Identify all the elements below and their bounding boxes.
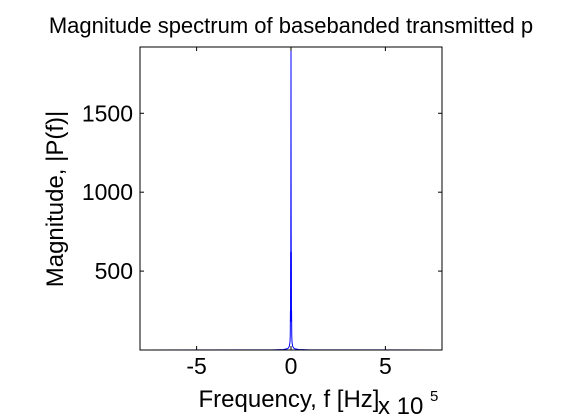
y-tick-label: 500 [95, 258, 133, 284]
y-tick-label: 1000 [82, 179, 133, 205]
y-axis-label: Magnitude, |P(f)| [42, 111, 69, 288]
x-tick-label: 5 [379, 353, 392, 379]
x-axis-label: Frequency, f [Hz] [199, 386, 380, 413]
plot-area [139, 46, 443, 351]
x-tick-label: -5 [186, 353, 206, 379]
y-tick-labels: 500 1000 1500 [82, 100, 133, 284]
tick-marks [140, 47, 442, 350]
chart-title: Magnitude spectrum of basebanded transmi… [49, 13, 533, 38]
y-tick-label: 1500 [82, 100, 133, 126]
x-axis-multiplier-exponent: 5 [430, 388, 438, 405]
x-axis-multiplier: x 10 [378, 393, 423, 420]
x-tick-labels: -5 0 5 [186, 353, 391, 379]
x-tick-label: 0 [285, 353, 298, 379]
